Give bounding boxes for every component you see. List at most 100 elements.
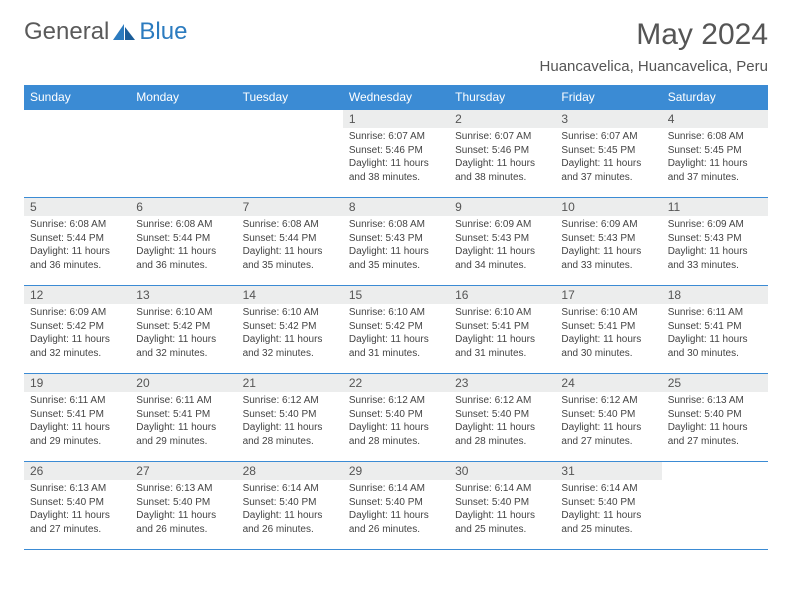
day-details: Sunrise: 6:11 AMSunset: 5:41 PMDaylight:… bbox=[662, 304, 768, 364]
day-details: Sunrise: 6:10 AMSunset: 5:41 PMDaylight:… bbox=[449, 304, 555, 364]
calendar-cell: 11Sunrise: 6:09 AMSunset: 5:43 PMDayligh… bbox=[662, 198, 768, 286]
day-details: Sunrise: 6:08 AMSunset: 5:45 PMDaylight:… bbox=[662, 128, 768, 188]
calendar-cell: 18Sunrise: 6:11 AMSunset: 5:41 PMDayligh… bbox=[662, 286, 768, 374]
calendar-row: 26Sunrise: 6:13 AMSunset: 5:40 PMDayligh… bbox=[24, 462, 768, 550]
day-header: Sunday bbox=[24, 85, 130, 110]
day-number: 23 bbox=[449, 374, 555, 392]
calendar-cell: 20Sunrise: 6:11 AMSunset: 5:41 PMDayligh… bbox=[130, 374, 236, 462]
day-details: Sunrise: 6:13 AMSunset: 5:40 PMDaylight:… bbox=[130, 480, 236, 540]
calendar-row: 1Sunrise: 6:07 AMSunset: 5:46 PMDaylight… bbox=[24, 110, 768, 198]
day-number: 2 bbox=[449, 110, 555, 128]
day-number: 17 bbox=[555, 286, 661, 304]
day-details: Sunrise: 6:09 AMSunset: 5:43 PMDaylight:… bbox=[555, 216, 661, 276]
logo-text-blue: Blue bbox=[113, 18, 187, 46]
day-details: Sunrise: 6:12 AMSunset: 5:40 PMDaylight:… bbox=[555, 392, 661, 452]
calendar-cell: 5Sunrise: 6:08 AMSunset: 5:44 PMDaylight… bbox=[24, 198, 130, 286]
day-number: 20 bbox=[130, 374, 236, 392]
day-details: Sunrise: 6:11 AMSunset: 5:41 PMDaylight:… bbox=[130, 392, 236, 452]
day-details: Sunrise: 6:09 AMSunset: 5:43 PMDaylight:… bbox=[662, 216, 768, 276]
day-number: 3 bbox=[555, 110, 661, 128]
day-details: Sunrise: 6:08 AMSunset: 5:43 PMDaylight:… bbox=[343, 216, 449, 276]
day-details: Sunrise: 6:09 AMSunset: 5:42 PMDaylight:… bbox=[24, 304, 130, 364]
day-details: Sunrise: 6:10 AMSunset: 5:41 PMDaylight:… bbox=[555, 304, 661, 364]
day-number: 26 bbox=[24, 462, 130, 480]
calendar-cell bbox=[662, 462, 768, 550]
month-title: May 2024 bbox=[540, 18, 768, 52]
calendar-row: 5Sunrise: 6:08 AMSunset: 5:44 PMDaylight… bbox=[24, 198, 768, 286]
logo-text-general: General bbox=[24, 18, 109, 46]
day-details: Sunrise: 6:07 AMSunset: 5:46 PMDaylight:… bbox=[449, 128, 555, 188]
calendar-cell: 10Sunrise: 6:09 AMSunset: 5:43 PMDayligh… bbox=[555, 198, 661, 286]
day-header-row: Sunday Monday Tuesday Wednesday Thursday… bbox=[24, 85, 768, 110]
day-details: Sunrise: 6:11 AMSunset: 5:41 PMDaylight:… bbox=[24, 392, 130, 452]
day-number: 4 bbox=[662, 110, 768, 128]
calendar-table: Sunday Monday Tuesday Wednesday Thursday… bbox=[24, 85, 768, 550]
day-number: 24 bbox=[555, 374, 661, 392]
calendar-cell: 22Sunrise: 6:12 AMSunset: 5:40 PMDayligh… bbox=[343, 374, 449, 462]
location-text: Huancavelica, Huancavelica, Peru bbox=[540, 58, 768, 75]
day-number: 25 bbox=[662, 374, 768, 392]
day-details: Sunrise: 6:14 AMSunset: 5:40 PMDaylight:… bbox=[237, 480, 343, 540]
day-details: Sunrise: 6:12 AMSunset: 5:40 PMDaylight:… bbox=[449, 392, 555, 452]
calendar-cell: 6Sunrise: 6:08 AMSunset: 5:44 PMDaylight… bbox=[130, 198, 236, 286]
day-number: 18 bbox=[662, 286, 768, 304]
day-number: 29 bbox=[343, 462, 449, 480]
day-number: 9 bbox=[449, 198, 555, 216]
day-number: 31 bbox=[555, 462, 661, 480]
calendar-cell: 2Sunrise: 6:07 AMSunset: 5:46 PMDaylight… bbox=[449, 110, 555, 198]
header: General Blue May 2024 Huancavelica, Huan… bbox=[24, 18, 768, 75]
day-number: 21 bbox=[237, 374, 343, 392]
calendar-cell: 15Sunrise: 6:10 AMSunset: 5:42 PMDayligh… bbox=[343, 286, 449, 374]
calendar-cell: 8Sunrise: 6:08 AMSunset: 5:43 PMDaylight… bbox=[343, 198, 449, 286]
day-header: Wednesday bbox=[343, 85, 449, 110]
calendar-cell: 24Sunrise: 6:12 AMSunset: 5:40 PMDayligh… bbox=[555, 374, 661, 462]
calendar-cell: 1Sunrise: 6:07 AMSunset: 5:46 PMDaylight… bbox=[343, 110, 449, 198]
day-number: 13 bbox=[130, 286, 236, 304]
calendar-cell: 28Sunrise: 6:14 AMSunset: 5:40 PMDayligh… bbox=[237, 462, 343, 550]
calendar-cell bbox=[237, 110, 343, 198]
logo: General Blue bbox=[24, 18, 187, 46]
day-details: Sunrise: 6:14 AMSunset: 5:40 PMDaylight:… bbox=[343, 480, 449, 540]
day-details: Sunrise: 6:08 AMSunset: 5:44 PMDaylight:… bbox=[130, 216, 236, 276]
calendar-cell: 26Sunrise: 6:13 AMSunset: 5:40 PMDayligh… bbox=[24, 462, 130, 550]
calendar-cell: 27Sunrise: 6:13 AMSunset: 5:40 PMDayligh… bbox=[130, 462, 236, 550]
day-number: 27 bbox=[130, 462, 236, 480]
calendar-cell: 19Sunrise: 6:11 AMSunset: 5:41 PMDayligh… bbox=[24, 374, 130, 462]
calendar-cell: 13Sunrise: 6:10 AMSunset: 5:42 PMDayligh… bbox=[130, 286, 236, 374]
day-number: 14 bbox=[237, 286, 343, 304]
calendar-cell: 31Sunrise: 6:14 AMSunset: 5:40 PMDayligh… bbox=[555, 462, 661, 550]
day-details: Sunrise: 6:14 AMSunset: 5:40 PMDaylight:… bbox=[449, 480, 555, 540]
calendar-cell: 12Sunrise: 6:09 AMSunset: 5:42 PMDayligh… bbox=[24, 286, 130, 374]
calendar-cell: 30Sunrise: 6:14 AMSunset: 5:40 PMDayligh… bbox=[449, 462, 555, 550]
day-number: 19 bbox=[24, 374, 130, 392]
calendar-cell: 4Sunrise: 6:08 AMSunset: 5:45 PMDaylight… bbox=[662, 110, 768, 198]
calendar-cell: 23Sunrise: 6:12 AMSunset: 5:40 PMDayligh… bbox=[449, 374, 555, 462]
day-details: Sunrise: 6:10 AMSunset: 5:42 PMDaylight:… bbox=[130, 304, 236, 364]
day-header: Monday bbox=[130, 85, 236, 110]
day-details: Sunrise: 6:12 AMSunset: 5:40 PMDaylight:… bbox=[343, 392, 449, 452]
day-details: Sunrise: 6:08 AMSunset: 5:44 PMDaylight:… bbox=[237, 216, 343, 276]
calendar-cell: 7Sunrise: 6:08 AMSunset: 5:44 PMDaylight… bbox=[237, 198, 343, 286]
day-header: Saturday bbox=[662, 85, 768, 110]
day-details: Sunrise: 6:13 AMSunset: 5:40 PMDaylight:… bbox=[662, 392, 768, 452]
day-number: 10 bbox=[555, 198, 661, 216]
day-header: Thursday bbox=[449, 85, 555, 110]
day-details: Sunrise: 6:12 AMSunset: 5:40 PMDaylight:… bbox=[237, 392, 343, 452]
calendar-row: 19Sunrise: 6:11 AMSunset: 5:41 PMDayligh… bbox=[24, 374, 768, 462]
day-header: Friday bbox=[555, 85, 661, 110]
title-block: May 2024 Huancavelica, Huancavelica, Per… bbox=[540, 18, 768, 75]
calendar-cell: 17Sunrise: 6:10 AMSunset: 5:41 PMDayligh… bbox=[555, 286, 661, 374]
day-number: 7 bbox=[237, 198, 343, 216]
calendar-row: 12Sunrise: 6:09 AMSunset: 5:42 PMDayligh… bbox=[24, 286, 768, 374]
day-number: 28 bbox=[237, 462, 343, 480]
calendar-cell bbox=[130, 110, 236, 198]
day-number: 5 bbox=[24, 198, 130, 216]
day-number: 15 bbox=[343, 286, 449, 304]
day-header: Tuesday bbox=[237, 85, 343, 110]
day-number: 8 bbox=[343, 198, 449, 216]
day-number: 11 bbox=[662, 198, 768, 216]
day-number: 6 bbox=[130, 198, 236, 216]
day-details: Sunrise: 6:13 AMSunset: 5:40 PMDaylight:… bbox=[24, 480, 130, 540]
calendar-cell: 29Sunrise: 6:14 AMSunset: 5:40 PMDayligh… bbox=[343, 462, 449, 550]
calendar-cell: 25Sunrise: 6:13 AMSunset: 5:40 PMDayligh… bbox=[662, 374, 768, 462]
